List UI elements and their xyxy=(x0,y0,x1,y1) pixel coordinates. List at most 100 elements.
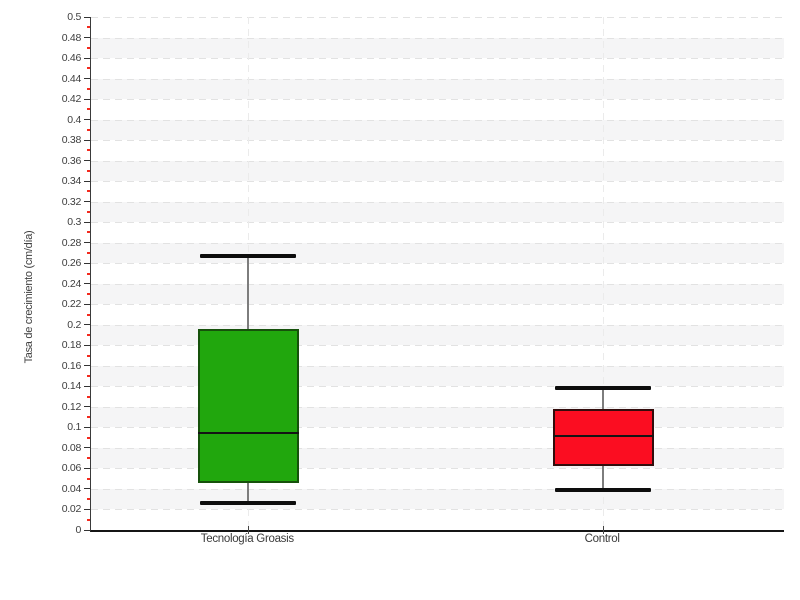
background-band xyxy=(91,324,784,346)
gridline-horizontal xyxy=(91,263,784,265)
y-major-tick xyxy=(84,160,90,162)
gridline-horizontal xyxy=(91,181,784,183)
y-tick-label: 0.28 xyxy=(61,236,82,249)
y-tick-label: 0.18 xyxy=(61,339,82,352)
x-label-tecnologia-groasis: Tecnología Groasis xyxy=(200,533,294,545)
gridline-horizontal xyxy=(91,58,784,60)
x-label-control: Control xyxy=(584,533,620,545)
gridline-horizontal xyxy=(91,345,784,347)
background-band xyxy=(91,78,784,100)
y-minor-tick xyxy=(87,457,90,460)
background-band xyxy=(91,488,784,510)
y-major-tick xyxy=(84,426,90,428)
background-band xyxy=(91,160,784,182)
y-minor-tick xyxy=(87,272,90,275)
x-axis: Tecnología Groasis Control xyxy=(0,531,800,551)
whisker-cap-max-tecnologia-groasis xyxy=(200,254,297,259)
y-major-tick xyxy=(84,447,90,449)
y-major-tick xyxy=(84,488,90,490)
y-tick-label: 0.08 xyxy=(61,441,82,454)
background-band xyxy=(91,242,784,264)
y-minor-tick xyxy=(87,87,90,90)
y-major-tick xyxy=(84,303,90,305)
y-tick-label: 0.24 xyxy=(61,277,82,290)
y-minor-tick xyxy=(87,251,90,254)
y-tick-label: 0 xyxy=(75,524,81,536)
y-tick-label: 0.32 xyxy=(61,195,82,208)
gridline-horizontal xyxy=(91,324,784,326)
y-tick-label: 0.3 xyxy=(67,216,81,229)
y-tick-label: 0.36 xyxy=(61,154,82,167)
y-major-tick xyxy=(84,98,90,100)
y-minor-tick xyxy=(87,108,90,111)
gridline-horizontal xyxy=(91,17,784,18)
y-minor-tick xyxy=(87,67,90,70)
gridline-vertical xyxy=(602,17,604,530)
y-major-tick xyxy=(84,16,90,18)
y-major-tick xyxy=(84,324,90,326)
y-minor-tick xyxy=(87,477,90,480)
y-tick-label: 0.26 xyxy=(61,257,82,270)
y-minor-tick xyxy=(87,395,90,398)
y-tick-label: 0.48 xyxy=(61,31,82,44)
gridline-horizontal xyxy=(91,222,784,224)
y-tick-label: 0.44 xyxy=(61,72,82,85)
background-band xyxy=(91,37,784,59)
y-minor-tick xyxy=(87,436,90,439)
median-line-control xyxy=(552,434,654,437)
background-band xyxy=(91,406,784,428)
background-band xyxy=(91,365,784,387)
y-minor-tick xyxy=(87,46,90,49)
gridline-horizontal xyxy=(91,488,784,490)
whisker-cap-min-control xyxy=(555,487,652,492)
gridline-horizontal xyxy=(91,406,784,408)
y-tick-label: 0.02 xyxy=(61,503,82,516)
gridline-horizontal xyxy=(91,99,784,101)
y-tick-label: 0.04 xyxy=(61,482,82,495)
y-minor-tick xyxy=(87,169,90,172)
gridline-horizontal xyxy=(91,201,784,203)
y-major-tick xyxy=(84,529,90,531)
y-major-tick xyxy=(84,57,90,59)
y-major-tick xyxy=(84,365,90,367)
y-minor-tick xyxy=(87,231,90,234)
y-major-tick xyxy=(84,221,90,223)
background-band xyxy=(91,201,784,223)
y-tick-label: 0.22 xyxy=(61,298,82,311)
y-major-tick xyxy=(84,242,90,244)
y-major-tick xyxy=(84,406,90,408)
y-tick-label: 0.46 xyxy=(61,52,82,65)
y-major-tick xyxy=(84,262,90,264)
whisker-cap-min-tecnologia-groasis xyxy=(200,501,297,506)
y-tick-label: 0.5 xyxy=(67,11,81,23)
gridline-horizontal xyxy=(91,468,784,470)
x-tick-tecnologia-groasis xyxy=(247,526,249,534)
gridline-horizontal xyxy=(91,509,784,511)
background-band xyxy=(91,447,784,469)
y-tick-label: 0.12 xyxy=(61,400,82,413)
gridline-horizontal xyxy=(91,119,784,121)
y-minor-tick xyxy=(87,375,90,378)
y-minor-tick xyxy=(87,26,90,29)
y-tick-label: 0.4 xyxy=(67,113,81,126)
y-minor-tick xyxy=(87,354,90,357)
y-tick-label: 0.38 xyxy=(61,134,82,147)
y-major-tick xyxy=(84,119,90,121)
y-tick-label: 0.06 xyxy=(61,462,82,475)
y-tick-label: 0.2 xyxy=(67,318,81,331)
x-tick-control xyxy=(602,526,604,534)
y-major-tick xyxy=(84,78,90,80)
gridline-horizontal xyxy=(91,427,784,429)
gridline-horizontal xyxy=(91,78,784,80)
y-minor-tick xyxy=(87,128,90,131)
y-minor-tick xyxy=(87,334,90,337)
y-major-tick xyxy=(84,283,90,285)
gridline-horizontal xyxy=(91,304,784,306)
gridline-horizontal xyxy=(91,386,784,388)
y-minor-tick xyxy=(87,149,90,152)
whisker-cap-max-control xyxy=(555,386,652,391)
gridline-horizontal xyxy=(91,447,784,449)
y-tick-label: 0.1 xyxy=(67,421,81,434)
gridline-horizontal xyxy=(91,283,784,285)
